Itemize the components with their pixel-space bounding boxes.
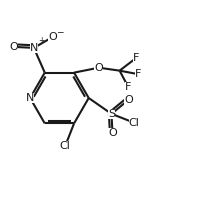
Text: N: N — [30, 43, 38, 53]
Text: F: F — [135, 69, 142, 79]
Text: S: S — [108, 109, 115, 119]
Text: −: − — [56, 28, 64, 37]
Text: Cl: Cl — [60, 141, 71, 151]
Text: O: O — [108, 128, 117, 138]
Text: N: N — [26, 93, 34, 103]
Text: Cl: Cl — [129, 118, 140, 128]
Text: O: O — [10, 42, 18, 52]
Text: F: F — [133, 53, 140, 63]
Text: O: O — [48, 32, 57, 42]
Text: O: O — [124, 95, 133, 105]
Text: F: F — [125, 83, 132, 92]
Text: +: + — [38, 36, 45, 45]
Text: O: O — [94, 63, 103, 73]
